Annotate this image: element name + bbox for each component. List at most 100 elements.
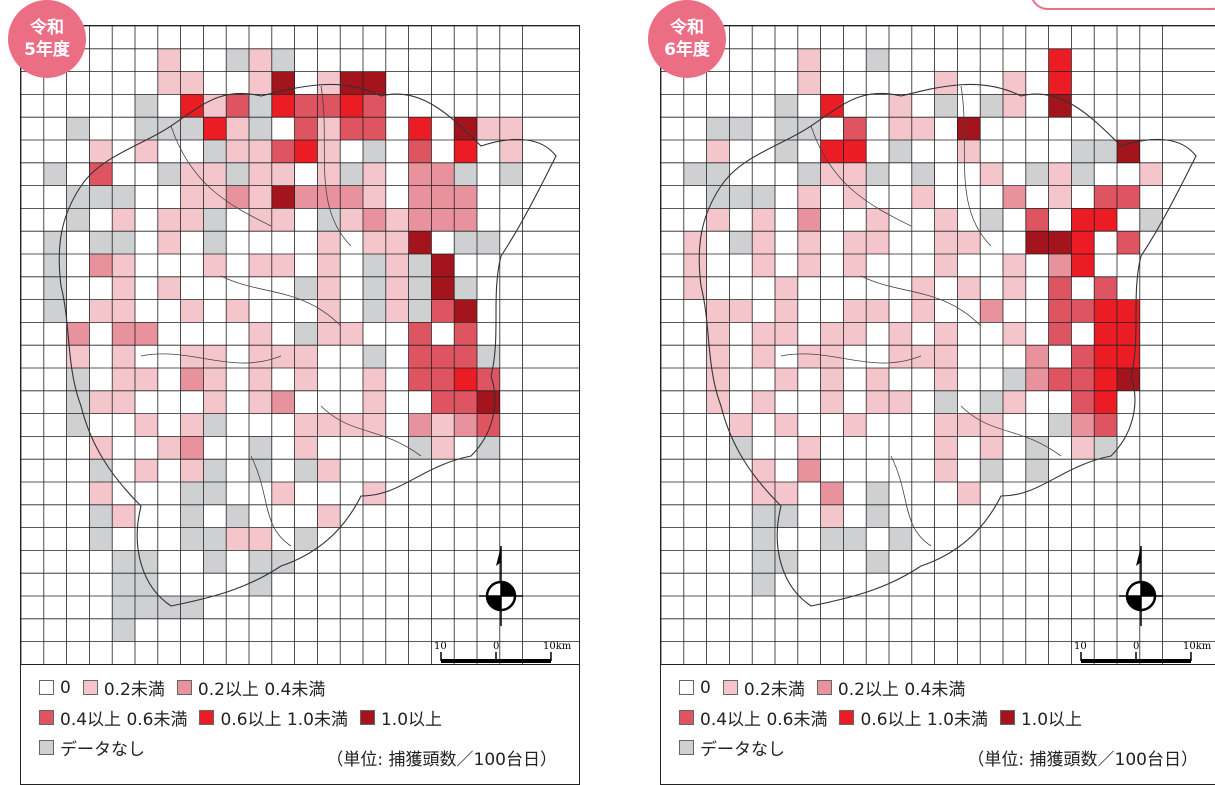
grid-cell [729,117,753,140]
grid-cell [89,504,113,528]
grid-cell [431,436,455,460]
grid-cell [340,185,363,209]
grid-cell [957,140,981,163]
grid-cell [203,94,227,118]
grid-cell [180,117,204,140]
grid-cell [1071,162,1095,186]
grid-cell [408,231,432,254]
grid-cell [408,368,432,391]
legend-item: データなし [679,735,785,760]
grid-cell [820,504,844,528]
grid-cell [889,117,912,140]
legend-item: 1.0以上 [999,705,1082,730]
grid-cell [249,345,272,368]
grid-cell [112,368,135,391]
grid-cell [752,322,775,346]
grid-cell [911,345,935,368]
grid-cell [454,117,477,140]
grid-cell [363,482,386,505]
grid-cell [89,527,113,551]
grid-cell [112,345,135,368]
grid-cell [934,254,958,277]
grid-cell [1117,345,1140,368]
grid-cell [112,185,135,209]
legend-label: 0.6以上 1.0未満 [860,710,988,730]
grid-cell [706,208,730,232]
grid-cell [180,596,204,619]
grid-cell [408,254,432,277]
grid-cell [454,413,477,437]
grid-cell [683,254,707,277]
grid-cell [89,299,113,323]
grid-cell [180,504,204,528]
grid-cell [226,185,249,209]
grid-cell [454,322,477,346]
grid-cell [843,527,867,551]
grid-cell [866,208,889,232]
grid-cell [1117,322,1140,346]
grid-cell [889,390,912,414]
grid-cell [820,322,844,346]
grid-cell [135,140,158,163]
grid-cell [1071,231,1095,254]
grid-cell [180,94,204,118]
grid-cell [271,162,295,186]
grid-cell [203,527,227,551]
grid-cell [980,162,1003,186]
grid-cell [112,276,135,300]
grid-cell [934,436,958,460]
grid-cell [911,117,935,140]
grid-cell [203,231,227,254]
grid-cell [797,254,821,277]
grid-cell [249,71,272,95]
grid-cell [294,322,318,346]
legend-label: 0.2以上 0.4未満 [197,680,326,700]
legend-row-2: 0.4以上 0.6未満 0.6以上 1.0未満 1.0以上 [39,705,454,730]
grid-cell [1003,322,1026,346]
grid-cell [499,162,523,186]
legend-item: 0.2以上 0.4未満 [816,675,965,700]
grid-cell [1025,368,1049,391]
grid-mesh: 10 0 10km [661,26,1215,664]
grid-cell [1094,436,1117,460]
grid-cell [340,162,363,186]
grid-cell [340,208,363,232]
boundary-inner [780,85,1062,547]
grid-cell [889,345,912,368]
grid-cell [843,185,867,209]
grid-cell [706,390,730,414]
grid-cell [1048,254,1072,277]
grid-cell [752,550,775,574]
grid-cell [157,71,181,95]
grid-cell [43,299,67,323]
grid-cell [957,413,981,437]
grid-cell [249,527,272,551]
grid-cell [431,276,455,300]
grid-cell [934,390,958,414]
grid-cell [385,231,409,254]
grid-cell [112,596,135,619]
grid-cell [431,345,455,368]
grid-cell [89,231,113,254]
grid-cell [363,231,386,254]
grid-cell [820,390,844,414]
grid-cell [1094,276,1117,300]
grid-cell [408,299,432,323]
grid-cell [866,482,889,505]
grid-cell [135,459,158,482]
year-badge: 令和 5年度 [8,0,86,78]
legend-row-3: データなし [39,735,157,760]
grid-cell [683,162,707,186]
grid-cell [1048,368,1072,391]
grid-cell [249,573,272,596]
grid-cell [363,162,386,186]
grid-cell [729,231,753,254]
grid-cell [135,413,158,437]
grid-cell [226,299,249,323]
grid-cell [431,413,455,437]
grid-cell [112,254,135,277]
grid-cell [180,459,204,482]
grid-cell [340,413,363,437]
grid-cell [363,94,386,118]
north-arrow-icon [479,546,523,626]
